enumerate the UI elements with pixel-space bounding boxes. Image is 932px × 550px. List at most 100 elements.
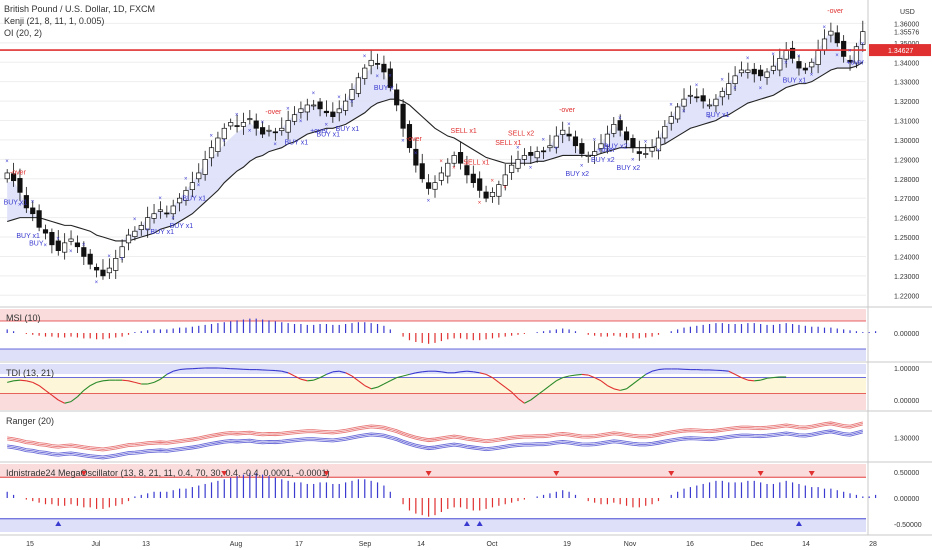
- candle: [732, 66, 738, 91]
- tdi-line-segment: [102, 379, 110, 382]
- tdi-line-segment: [345, 372, 353, 377]
- candle-bull: [304, 104, 310, 113]
- candle: [247, 110, 253, 125]
- tdi-line-segment: [351, 375, 359, 382]
- tdi-line-segment: [38, 385, 46, 391]
- candle-bull: [138, 225, 144, 231]
- candle-bull: [298, 108, 304, 113]
- candle: [106, 258, 112, 279]
- tdi-line-segment: [287, 372, 295, 377]
- signal-label: BUY x1: [866, 0, 890, 2]
- price-axis[interactable]: 1.360001.350001.340001.330001.320001.310…: [869, 9, 931, 529]
- candle: [387, 61, 393, 92]
- candle-bear: [419, 163, 425, 180]
- mega-sell-triangle: [808, 471, 815, 476]
- tdi-line-segment: [160, 373, 168, 380]
- tdi-line-segment: [651, 369, 659, 372]
- candle: [649, 139, 655, 158]
- candle: [655, 130, 662, 160]
- pane-borders: [0, 0, 932, 536]
- candle: [362, 64, 368, 85]
- tdi-line-segment: [179, 368, 187, 371]
- candle-bull: [291, 114, 298, 122]
- candle: [62, 233, 68, 260]
- candle-bull: [719, 91, 725, 98]
- candle-bull: [106, 267, 112, 274]
- signal-marker: ×: [452, 165, 456, 171]
- candle-bull: [445, 162, 451, 177]
- candle-bull: [151, 213, 157, 219]
- ranger-label: Ranger (20): [6, 416, 54, 426]
- signal-marker: ×: [299, 119, 303, 125]
- candle: [164, 205, 170, 218]
- megaoscillator-label: Idnistrade24 MegaOscillator (13, 8, 21, …: [6, 468, 330, 478]
- candle: [706, 98, 713, 109]
- ranger-pane[interactable]: [7, 421, 863, 460]
- candle-bull: [815, 50, 821, 65]
- candle-bull: [221, 127, 227, 140]
- candle: [215, 131, 221, 157]
- signal-label: BUY: [29, 240, 44, 247]
- candle-bull: [113, 258, 119, 271]
- ranger-upper-line: [7, 424, 863, 452]
- candle-bear: [74, 242, 81, 248]
- msi-upper-zone: [0, 309, 866, 321]
- tdi-line-segment: [466, 370, 474, 373]
- candle-bear: [81, 247, 87, 257]
- candle-bull: [266, 129, 272, 132]
- signal-label: BUY x1: [150, 229, 174, 236]
- candle-bull: [247, 118, 253, 120]
- signal-marker: ×: [324, 123, 328, 129]
- candle: [355, 72, 361, 98]
- tdi-line-segment: [364, 385, 372, 390]
- signal-marker: ×: [490, 178, 494, 184]
- tdi-pane[interactable]: [0, 364, 866, 410]
- tdi-line-segment: [645, 370, 653, 375]
- tdi-line-segment: [89, 381, 97, 387]
- time-axis[interactable]: 15 Jul 13 Aug 17 Sep 14 Oct 19 Nov 16 Dec 14 28: [26, 541, 877, 548]
- tdi-line-segment: [562, 375, 570, 379]
- time-tick-label: Aug: [230, 541, 243, 548]
- candle: [611, 117, 617, 138]
- tdi-line-segment: [128, 380, 136, 383]
- tdi-line-segment: [358, 380, 366, 387]
- candle: [55, 230, 61, 256]
- candle-bull: [189, 182, 195, 190]
- candle-bear: [10, 173, 17, 182]
- candle: [662, 120, 668, 144]
- candle: [828, 22, 834, 43]
- signal-label: BUY x1: [4, 200, 28, 207]
- tdi-line-segment: [313, 377, 321, 381]
- last-close-value: 1.35576: [894, 30, 919, 37]
- candle-bull: [732, 75, 738, 84]
- candle: [279, 117, 285, 136]
- candle: [419, 153, 425, 183]
- tdi-line-segment: [530, 394, 538, 401]
- signal-label: BUY x1: [336, 126, 360, 133]
- ranger-lower-line: [7, 429, 863, 457]
- mega-oscillator-pane[interactable]: [0, 464, 877, 532]
- candle-bull: [687, 94, 693, 97]
- signal-label: BUY x2: [591, 157, 615, 164]
- candle-bear: [483, 191, 489, 199]
- tdi-line-segment: [473, 371, 480, 374]
- candle-bear: [841, 40, 847, 57]
- signal-marker: ×: [222, 138, 226, 144]
- tdi-line-segment: [524, 399, 532, 404]
- msi-pane[interactable]: [0, 309, 877, 361]
- candle: [694, 88, 700, 103]
- candle: [400, 99, 406, 137]
- candle-bull: [451, 155, 457, 164]
- tdi-line-segment: [658, 368, 665, 371]
- candle: [489, 187, 496, 203]
- candle: [623, 126, 630, 149]
- signal-marker: ×: [656, 148, 660, 154]
- tdi-line-segment: [722, 370, 729, 372]
- candle: [464, 155, 470, 184]
- signal-label: SELL x2: [508, 130, 534, 137]
- signal-marker: ×: [835, 53, 839, 59]
- time-tick-label: Nov: [624, 541, 637, 548]
- candle: [726, 72, 732, 100]
- candle: [36, 204, 42, 232]
